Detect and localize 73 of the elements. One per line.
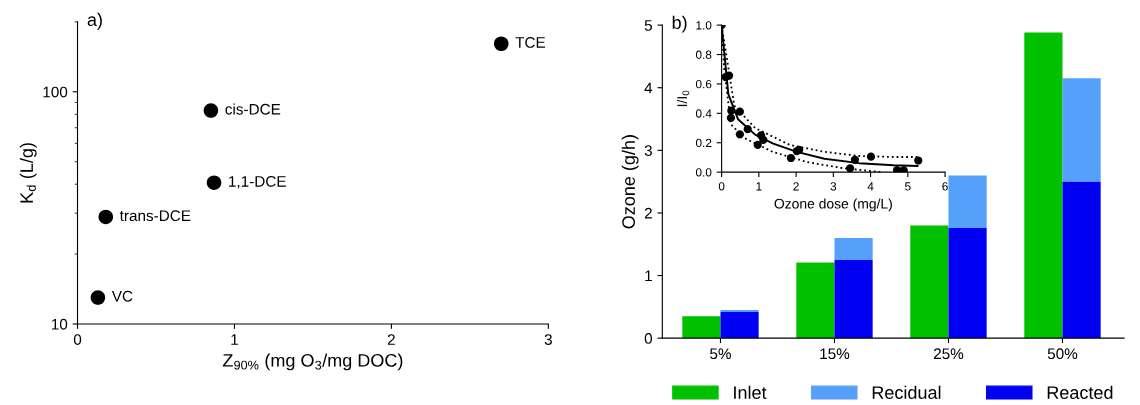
y-tick-label: 10: [51, 318, 68, 330]
x-tick-label: 50%: [1047, 348, 1078, 360]
x-tick-label: 3: [544, 334, 552, 345]
point: [743, 125, 752, 134]
x-tick-label: 0: [73, 334, 82, 345]
bar: [1062, 181, 1101, 339]
point: [726, 113, 736, 122]
point: [203, 103, 219, 118]
bar: [910, 225, 949, 339]
point: [892, 165, 902, 173]
bar: [682, 316, 721, 339]
annotation: 1,1-DCE: [229, 175, 286, 189]
y-tick-label: 0.0: [695, 168, 712, 177]
y-tick-label: 3: [644, 145, 652, 157]
y-tick-label: 5: [644, 20, 652, 31]
x-tick-label: 3: [830, 182, 837, 191]
point: [759, 135, 768, 144]
bar: [1062, 78, 1101, 182]
y-axis-title: Ozone (g/h): [621, 135, 639, 229]
chart-title: b): [672, 15, 687, 33]
point: [753, 140, 762, 150]
bar: [834, 259, 873, 339]
legend-label: Reacted: [1047, 385, 1113, 399]
point: [493, 36, 509, 52]
x-tick-label: 6: [942, 182, 948, 191]
y-tick-label: 0.2: [695, 138, 712, 148]
y-tick-label: 4: [644, 82, 653, 94]
point: [727, 106, 736, 115]
point: [735, 130, 744, 139]
point: [786, 153, 795, 163]
y-axis-title: I/I$_{0}$: [676, 90, 690, 107]
legend-label: Recidual: [872, 385, 941, 399]
bar: [796, 262, 835, 339]
y-tick-label: 0.4: [695, 109, 712, 118]
point: [866, 152, 876, 161]
bar: [834, 237, 873, 260]
x-tick-label: 2: [793, 182, 799, 191]
x-axis-title: Ozone dose (mg/L): [774, 198, 892, 212]
x-tick-label: 15%: [820, 348, 850, 360]
annotation: VC: [111, 290, 133, 302]
x-tick-label: 5%: [710, 348, 731, 360]
point: [735, 107, 744, 116]
x-tick-label: 0: [718, 182, 725, 191]
point: [899, 166, 908, 173]
bar: [948, 227, 987, 339]
y-axis-title: K$_{d}$ (L/g): [19, 143, 37, 203]
y-tick-label: 0.6: [695, 79, 712, 89]
x-tick-label: 5: [905, 182, 911, 191]
legend-label: Inlet: [734, 385, 767, 399]
annotation: cis-DCE: [225, 103, 281, 115]
point: [914, 156, 923, 165]
y-tick-label: 100: [43, 86, 68, 98]
bar: [720, 311, 759, 339]
x-tick-label: 1: [756, 182, 762, 191]
x-tick-label: 4: [867, 182, 874, 191]
x-axis-title: Z$_{90%}$ (mg O$_{3}$/mg DOC): [222, 353, 403, 371]
annotation: TCE: [515, 37, 546, 48]
chart-title: a): [87, 12, 102, 30]
x-tick-label: 2: [387, 334, 395, 345]
y-tick-label: 1.0: [696, 21, 712, 30]
x-tick-label: 1: [231, 334, 238, 345]
bar: [948, 175, 987, 228]
point: [206, 175, 222, 190]
y-tick-label: 0.8: [695, 50, 712, 59]
point: [98, 209, 114, 225]
y-tick-label: 1: [645, 270, 652, 282]
bar: [1024, 32, 1063, 339]
x-tick-label: 25%: [933, 348, 964, 360]
point: [850, 155, 860, 164]
point: [845, 164, 855, 173]
y-tick-label: 2: [644, 207, 652, 219]
annotation: trans-DCE: [119, 210, 191, 222]
point: [90, 290, 106, 305]
